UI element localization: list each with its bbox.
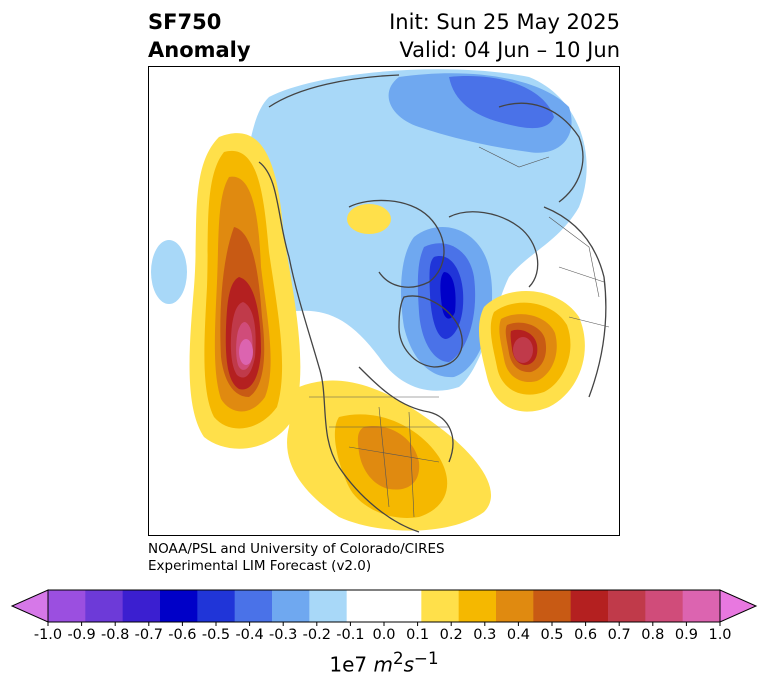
colorbar-tick-label: -0.5 (201, 627, 231, 643)
colorbar-cell (384, 590, 422, 622)
colorbar-tick-label: -0.6 (168, 627, 197, 643)
colorbar-cell (645, 590, 684, 622)
colorbar-cell (85, 590, 124, 622)
forecast-dates: Init: Sun 25 May 2025 Valid: 04 Jun – 10… (389, 8, 620, 64)
colorbar-unit: 1e7 m2s−1 (0, 649, 768, 677)
colorbar-tick-label: -0.1 (336, 627, 365, 643)
unit-s: s (403, 652, 415, 677)
field-type: Anomaly (148, 38, 251, 62)
colorbar-tick-label: -0.3 (269, 627, 298, 643)
colorbar-tick-label: -0.9 (67, 627, 96, 643)
anomaly-map (151, 69, 610, 533)
unit-exp-1: 2 (393, 649, 404, 668)
credit-product: Experimental LIM Forecast (v2.0) (148, 558, 372, 574)
colorbar-tick-label: 0.9 (674, 627, 698, 643)
negative-anomaly-field (151, 69, 587, 391)
unit-scale: 1e7 (329, 652, 374, 677)
colorbar-tick-label: 0.2 (439, 627, 463, 643)
colorbar-cell (197, 590, 236, 622)
map-panel (148, 66, 620, 536)
colorbar-cell (160, 590, 198, 622)
colorbar-over-arrow (719, 589, 758, 623)
colorbar-tick-label: -1.0 (33, 627, 63, 643)
colorbar-cell (234, 590, 273, 622)
colorbar-tick-label: 0.5 (540, 627, 564, 643)
colorbar-cell (533, 590, 572, 622)
colorbar-tick-label: 0.8 (641, 627, 665, 643)
positive-anomaly-atlantic (347, 204, 585, 412)
colorbar-tick-label: -0.7 (134, 627, 163, 643)
colorbar-cell (421, 590, 460, 622)
unit-m: m (373, 652, 393, 677)
colorbar-tick-label: -0.2 (302, 627, 331, 643)
colorbar-cell (458, 590, 497, 622)
positive-anomaly-pacific (189, 133, 301, 449)
colorbar-cell (496, 590, 534, 622)
colorbar (10, 589, 758, 626)
coastlines (258, 74, 607, 533)
credit-institution: NOAA/PSL and University of Colorado/CIRE… (148, 541, 445, 557)
map-title: SF750 Anomaly (148, 8, 251, 64)
valid-range: Valid: 04 Jun – 10 Jun (399, 38, 620, 62)
colorbar-cell (682, 590, 721, 622)
colorbar-under-arrow (10, 589, 49, 623)
colorbar-tick-label: 1.0 (708, 627, 732, 643)
colorbar-tick-label: -0.8 (101, 627, 130, 643)
colorbar-cell (570, 590, 609, 622)
colorbar-cell (309, 590, 348, 622)
colorbar-cell (608, 590, 646, 622)
colorbar-cell (272, 590, 310, 622)
colorbar-tick-label: 0.4 (506, 627, 530, 643)
variable-name: SF750 (148, 10, 222, 34)
unit-exp-2: −1 (414, 649, 439, 668)
colorbar-cell (122, 590, 161, 622)
positive-anomaly-north-america (287, 380, 492, 531)
colorbar-cell (346, 590, 385, 622)
colorbar-tick-label: 0.1 (406, 627, 430, 643)
colorbar-tick-label: 0.3 (473, 627, 497, 643)
colorbar-tick-label: 0.7 (607, 627, 631, 643)
colorbar-tick-label: 0.0 (372, 627, 396, 643)
init-date: Init: Sun 25 May 2025 (389, 10, 620, 34)
colorbar-tick-label: -0.4 (235, 627, 264, 643)
data-credit: NOAA/PSL and University of Colorado/CIRE… (148, 541, 445, 575)
colorbar-cell (48, 590, 86, 622)
colorbar-tick-label: 0.6 (574, 627, 598, 643)
political-borders (309, 146, 610, 518)
